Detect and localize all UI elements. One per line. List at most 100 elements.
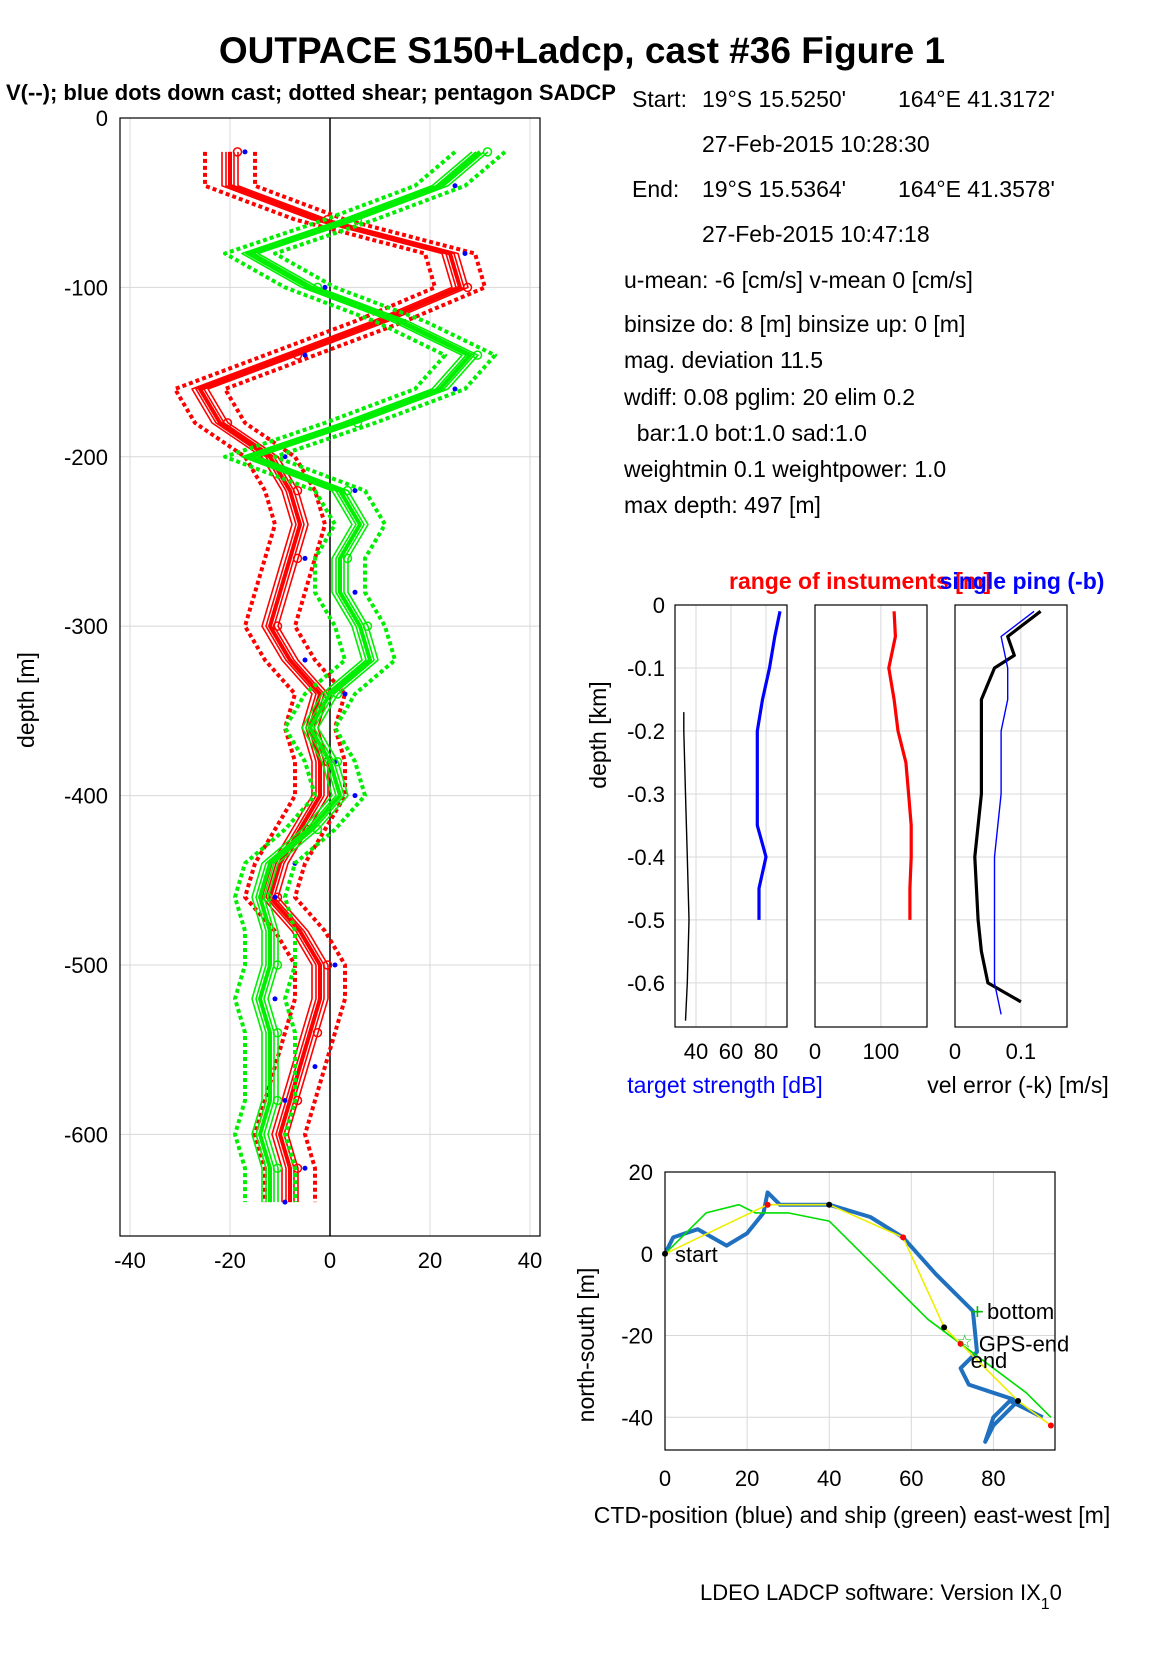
y-tick-label: -400 [64, 784, 108, 809]
v-velocity-line [257, 151, 489, 1203]
x-tick-label: 20 [418, 1248, 442, 1273]
single-ping-line [993, 610, 1035, 1015]
v-velocity-sadcp-marker [262, 892, 273, 902]
u-velocity-line [203, 151, 465, 1203]
ctd-track [663, 1190, 1044, 1444]
downcast-dot [272, 894, 278, 900]
position-annotation-gps-end: GPS-end [979, 1332, 1070, 1357]
pos-y-label: north-south [m] [573, 1268, 599, 1423]
u-velocity-sadcp-marker [292, 350, 303, 360]
ship-track [664, 1203, 1052, 1418]
downcast-dot [242, 149, 248, 155]
v-velocity-dashed [248, 150, 481, 1203]
downcast-dot [282, 1097, 288, 1103]
bar-info: bar:1.0 bot:1.0 sad:1.0 [624, 420, 867, 446]
v-velocity-sadcp-marker [272, 1163, 283, 1173]
y-tick-label: -300 [64, 614, 108, 639]
v-velocity-line [253, 151, 485, 1203]
y-tick-label: -0.2 [627, 719, 665, 744]
u-velocity-sadcp-marker [222, 418, 233, 428]
start-label: Start: [632, 86, 687, 112]
u-velocity-sadcp-marker [292, 553, 303, 564]
axes-frame [814, 604, 928, 1028]
downcast-dot [352, 488, 358, 494]
downcast-dot [452, 183, 458, 189]
v-velocity-line [241, 151, 473, 1203]
weight-info: weightmin 0.1 weightpower: 1.0 [623, 456, 946, 482]
u-velocity-line [191, 151, 453, 1203]
v-velocity-sadcp-marker [332, 756, 343, 767]
binsize-info: binsize do: 8 [m] binsize up: 0 [m] [624, 311, 965, 337]
x-tick-label: 100 [863, 1039, 900, 1064]
start-lon: 164°E 41.3172' [898, 86, 1055, 112]
axes-frame [119, 117, 541, 1237]
u-velocity-dashed [198, 151, 462, 1203]
downcast-dot [352, 589, 358, 595]
v-velocity-shear-envelope [223, 150, 457, 1203]
u-velocity-sadcp-marker [312, 1027, 323, 1038]
downcast-dot [302, 352, 308, 358]
start-time: 27-Feb-2015 10:28:30 [702, 131, 930, 157]
software-version: LDEO LADCP software: Version IX10 [700, 1580, 1062, 1613]
v-velocity-sadcp-marker [342, 485, 353, 496]
y-tick-label: -0.4 [627, 845, 665, 870]
track-marker [764, 1201, 771, 1208]
v-velocity-sadcp-marker [272, 960, 283, 970]
x-tick-label: 0 [809, 1039, 821, 1064]
v-velocity-sadcp-marker [332, 689, 343, 699]
axes-frame [954, 604, 1068, 1028]
ts-y-label: depth [km] [585, 681, 611, 788]
downcast-dot [272, 996, 278, 1002]
software-version-text: LDEO LADCP software: Version IX [700, 1580, 1041, 1605]
vel-error-line [973, 610, 1042, 1004]
ts-black-line [683, 712, 690, 1021]
axes-frame [664, 1171, 1056, 1451]
x-tick-label: 40 [684, 1039, 708, 1064]
downcast-dot [332, 962, 338, 968]
y-tick-label: -100 [64, 275, 108, 300]
velocity-profile-panel: -40 -20 0 20 400-100-200-300-400-500-600 [64, 106, 542, 1273]
axes-frame [674, 604, 788, 1028]
mag-deviation: mag. deviation 11.5 [624, 347, 823, 373]
range-title: range of instuments [m] [729, 568, 991, 594]
gps-end-marker: ☆ [957, 1332, 973, 1353]
y-tick-label: 0 [641, 1242, 653, 1267]
velocity-error-panel: 0 0.1 [949, 604, 1068, 1064]
v-velocity-shear-envelope [273, 150, 507, 1203]
position-annotation-bottom: bottom [987, 1299, 1054, 1324]
u-velocity-line [207, 151, 469, 1203]
track-marker [941, 1324, 948, 1331]
v-velocity-sadcp-marker [342, 553, 353, 564]
max-depth: max depth: 497 [m] [624, 492, 821, 518]
err-x-label: vel error (-k) [m/s] [927, 1072, 1108, 1098]
y-tick-label: -600 [64, 1122, 108, 1147]
wdiff-info: wdiff: 0.08 pglim: 20 elim 0.2 [623, 384, 915, 410]
downcast-dot [462, 251, 468, 257]
y-tick-label: -500 [64, 953, 108, 978]
u-velocity-sadcp-marker [462, 282, 473, 293]
downcast-dot [312, 1064, 318, 1070]
figure-subtitle: V(--); blue dots down cast; dotted shear… [6, 80, 616, 105]
y-tick-label: 0 [653, 593, 665, 618]
end-label: End: [632, 176, 679, 202]
mean-velocity: u-mean: -6 [cm/s] v-mean 0 [cm/s] [624, 267, 973, 293]
x-tick-label: 80 [754, 1039, 778, 1064]
software-version-sub: 1 [1041, 1596, 1050, 1613]
track-marker [957, 1340, 964, 1347]
track-marker [826, 1201, 833, 1208]
x-tick-label: 40 [518, 1248, 542, 1273]
downcast-dot [452, 386, 458, 392]
downcast-dot [302, 1165, 308, 1171]
range-line [887, 611, 913, 920]
v-velocity-sadcp-marker [482, 147, 493, 157]
bottom-marker: + [971, 1299, 984, 1324]
track-marker [900, 1234, 907, 1241]
v-velocity-sadcp-marker [312, 282, 323, 293]
downcast-dot [302, 657, 308, 663]
pos-x-label: CTD-position (blue) and ship (green) eas… [594, 1502, 1110, 1528]
track-marker [1047, 1422, 1054, 1429]
x-tick-label: -40 [114, 1248, 146, 1273]
v-velocity-sadcp-marker [472, 350, 483, 360]
